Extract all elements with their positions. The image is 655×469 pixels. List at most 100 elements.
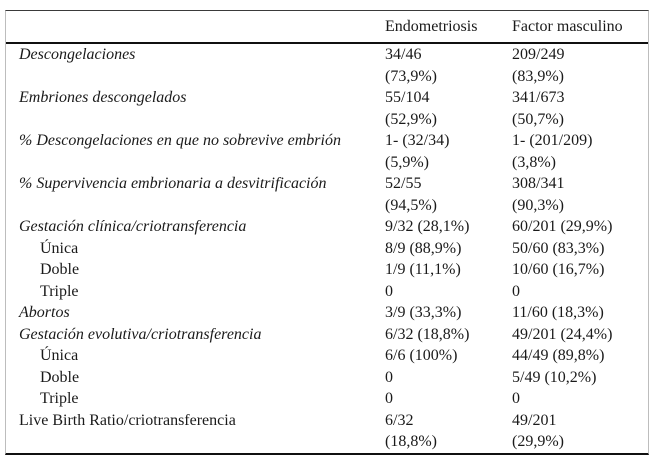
results-table: Endometriosis Factor masculino Descongel… [6,11,648,454]
table-row: Embriones descongelados 55/104 (52,9%) 341/… [6,87,648,130]
table-row: % Descongelaciones en que no sobrevive e… [6,130,648,173]
row-label: Abortos [19,304,70,321]
cell-value-line: (83,9%) [512,67,564,85]
cell-value-line: 44/49 (89,8%) [512,347,605,364]
cell-factor-masculino: 308/341 (90,3%) [512,173,648,216]
header-factor-masculino: Factor masculino [512,11,648,44]
table-row: Gestación clínica/criotransferencia 9/32 … [6,216,648,238]
row-label: Doble [40,261,80,278]
cell-factor-masculino: 0 [512,388,648,410]
row-label: % Supervivencia embrionaria a desvitrifi… [19,175,327,192]
cell-value-line: 9/32 (28,1%) [385,218,470,235]
cell-endometriosis: 52/55 (94,5%) [385,173,512,216]
cell-value-line: (3,8%) [512,153,556,171]
cell-endometriosis: 6/6 (100%) [385,345,512,367]
row-label: Única [40,347,79,364]
row-label: % Descongelaciones en que no sobrevive e… [19,132,341,149]
cell-value-line: (94,5%) [385,196,437,214]
cell-value-line: 6/32 [385,411,414,429]
cell-factor-masculino: 49/201 (29,9%) [512,410,648,454]
cell-endometriosis: 1- (32/34) (5,9%) [385,130,512,173]
cell-factor-masculino: 0 [512,281,648,303]
cell-endometriosis: 1/9 (11,1%) [385,259,512,281]
cell-value-line: 55/104 [385,89,430,106]
row-label: Gestación evolutiva/criotransferencia [19,325,262,343]
cell-endometriosis: 55/104 (52,9%) [385,87,512,130]
cell-factor-masculino: 44/49 (89,8%) [512,345,648,367]
cell-factor-masculino: 49/201 (24,4%) [512,324,648,346]
row-label: Única [40,239,79,257]
cell-factor-masculino: 1- (201/209) (3,8%) [512,130,648,173]
table-row: Doble 1/9 (11,1%) 10/60 (16,7%) [6,259,648,281]
cell-value-line: 341/673 [512,89,565,106]
cell-endometriosis: 0 [385,281,512,303]
table-row: Triple 0 0 [6,388,648,410]
cell-endometriosis: 0 [385,388,512,410]
cell-factor-masculino: 341/673 (50,7%) [512,87,648,130]
cell-endometriosis: 8/9 (88,9%) [385,238,512,260]
table-row: Live Birth Ratio/criotransferencia 6/32 (1… [6,410,648,454]
cell-endometriosis: 0 [385,367,512,389]
cell-value-line: 6/6 (100%) [385,347,458,364]
row-label: Descongelaciones [19,46,136,63]
cell-value-line: 1- (201/209) [512,132,593,149]
cell-value-line: 34/46 [385,46,422,63]
cell-value-line: 0 [512,282,520,300]
cell-value-line: 209/249 [512,46,565,63]
row-label: Doble [40,368,80,386]
cell-endometriosis: 6/32 (18,8%) [385,324,512,346]
row-label: Triple [40,390,79,407]
cell-value-line: (52,9%) [385,110,437,128]
cell-value-line: 8/9 (88,9%) [385,239,462,257]
table-frame: Endometriosis Factor masculino Descongel… [5,10,649,455]
cell-value-line: 60/201 (29,9%) [512,218,613,235]
cell-value-line: 0 [385,282,393,300]
cell-value-line: 1/9 (11,1%) [385,261,461,278]
table-body: Descongelaciones 34/46 (73,9%) 209/249 (83,9… [6,43,648,454]
cell-factor-masculino: 5/49 (10,2%) [512,367,648,389]
cell-value-line: (29,9%) [512,433,564,450]
row-label: Embriones descongelados [19,89,187,106]
cell-factor-masculino: 11/60 (18,3%) [512,302,648,324]
cell-value-line: 50/60 (83,3%) [512,239,605,257]
cell-value-line: (90,3%) [512,196,564,214]
cell-value-line: 0 [512,390,520,407]
cell-value-line: 3/9 (33,3%) [385,304,462,321]
cell-value-line: (5,9%) [385,153,429,171]
cell-value-line: 10/60 (16,7%) [512,261,605,278]
table-header-row: Endometriosis Factor masculino [6,11,648,44]
cell-endometriosis: 3/9 (33,3%) [385,302,512,324]
cell-value-line: 0 [385,368,393,386]
cell-value-line: 1- (32/34) [385,132,450,149]
cell-factor-masculino: 10/60 (16,7%) [512,259,648,281]
table-row: Gestación evolutiva/criotransferencia 6/3… [6,324,648,346]
cell-value-line: 11/60 (18,3%) [512,304,604,321]
cell-value-line: 49/201 (24,4%) [512,325,613,343]
cell-value-line: (50,7%) [512,110,564,128]
cell-factor-masculino: 60/201 (29,9%) [512,216,648,238]
cell-factor-masculino: 50/60 (83,3%) [512,238,648,260]
cell-endometriosis: 9/32 (28,1%) [385,216,512,238]
cell-value-line: 308/341 [512,175,565,192]
row-label: Gestación clínica/criotransferencia [19,218,247,235]
cell-value-line: (73,9%) [385,67,437,85]
cell-endometriosis: 6/32 (18,8%) [385,410,512,454]
cell-endometriosis: 34/46 (73,9%) [385,43,512,87]
header-empty-cell [6,11,385,44]
cell-value-line: 6/32 (18,8%) [385,325,470,343]
table-row: Doble 0 5/49 (10,2%) [6,367,648,389]
cell-value-line: 52/55 [385,175,422,192]
row-label: Triple [40,282,79,300]
table-row: % Supervivencia embrionaria a desvitrifi… [6,173,648,216]
cell-value-line: 5/49 (10,2%) [512,368,597,386]
row-label: Live Birth Ratio/criotransferencia [19,411,236,429]
cell-value-line: 0 [385,390,393,407]
table-row: Única 6/6 (100%) 44/49 (89,8%) [6,345,648,367]
table-row: Descongelaciones 34/46 (73,9%) 209/249 (83,9… [6,43,648,87]
table-row: Única 8/9 (88,9%) 50/60 (83,3%) [6,238,648,260]
table-row: Abortos 3/9 (33,3%) 11/60 (18,3%) [6,302,648,324]
cell-factor-masculino: 209/249 (83,9%) [512,43,648,87]
header-endometriosis: Endometriosis [385,11,512,44]
cell-value-line: 49/201 [512,411,557,429]
cell-value-line: (18,8%) [385,433,437,450]
